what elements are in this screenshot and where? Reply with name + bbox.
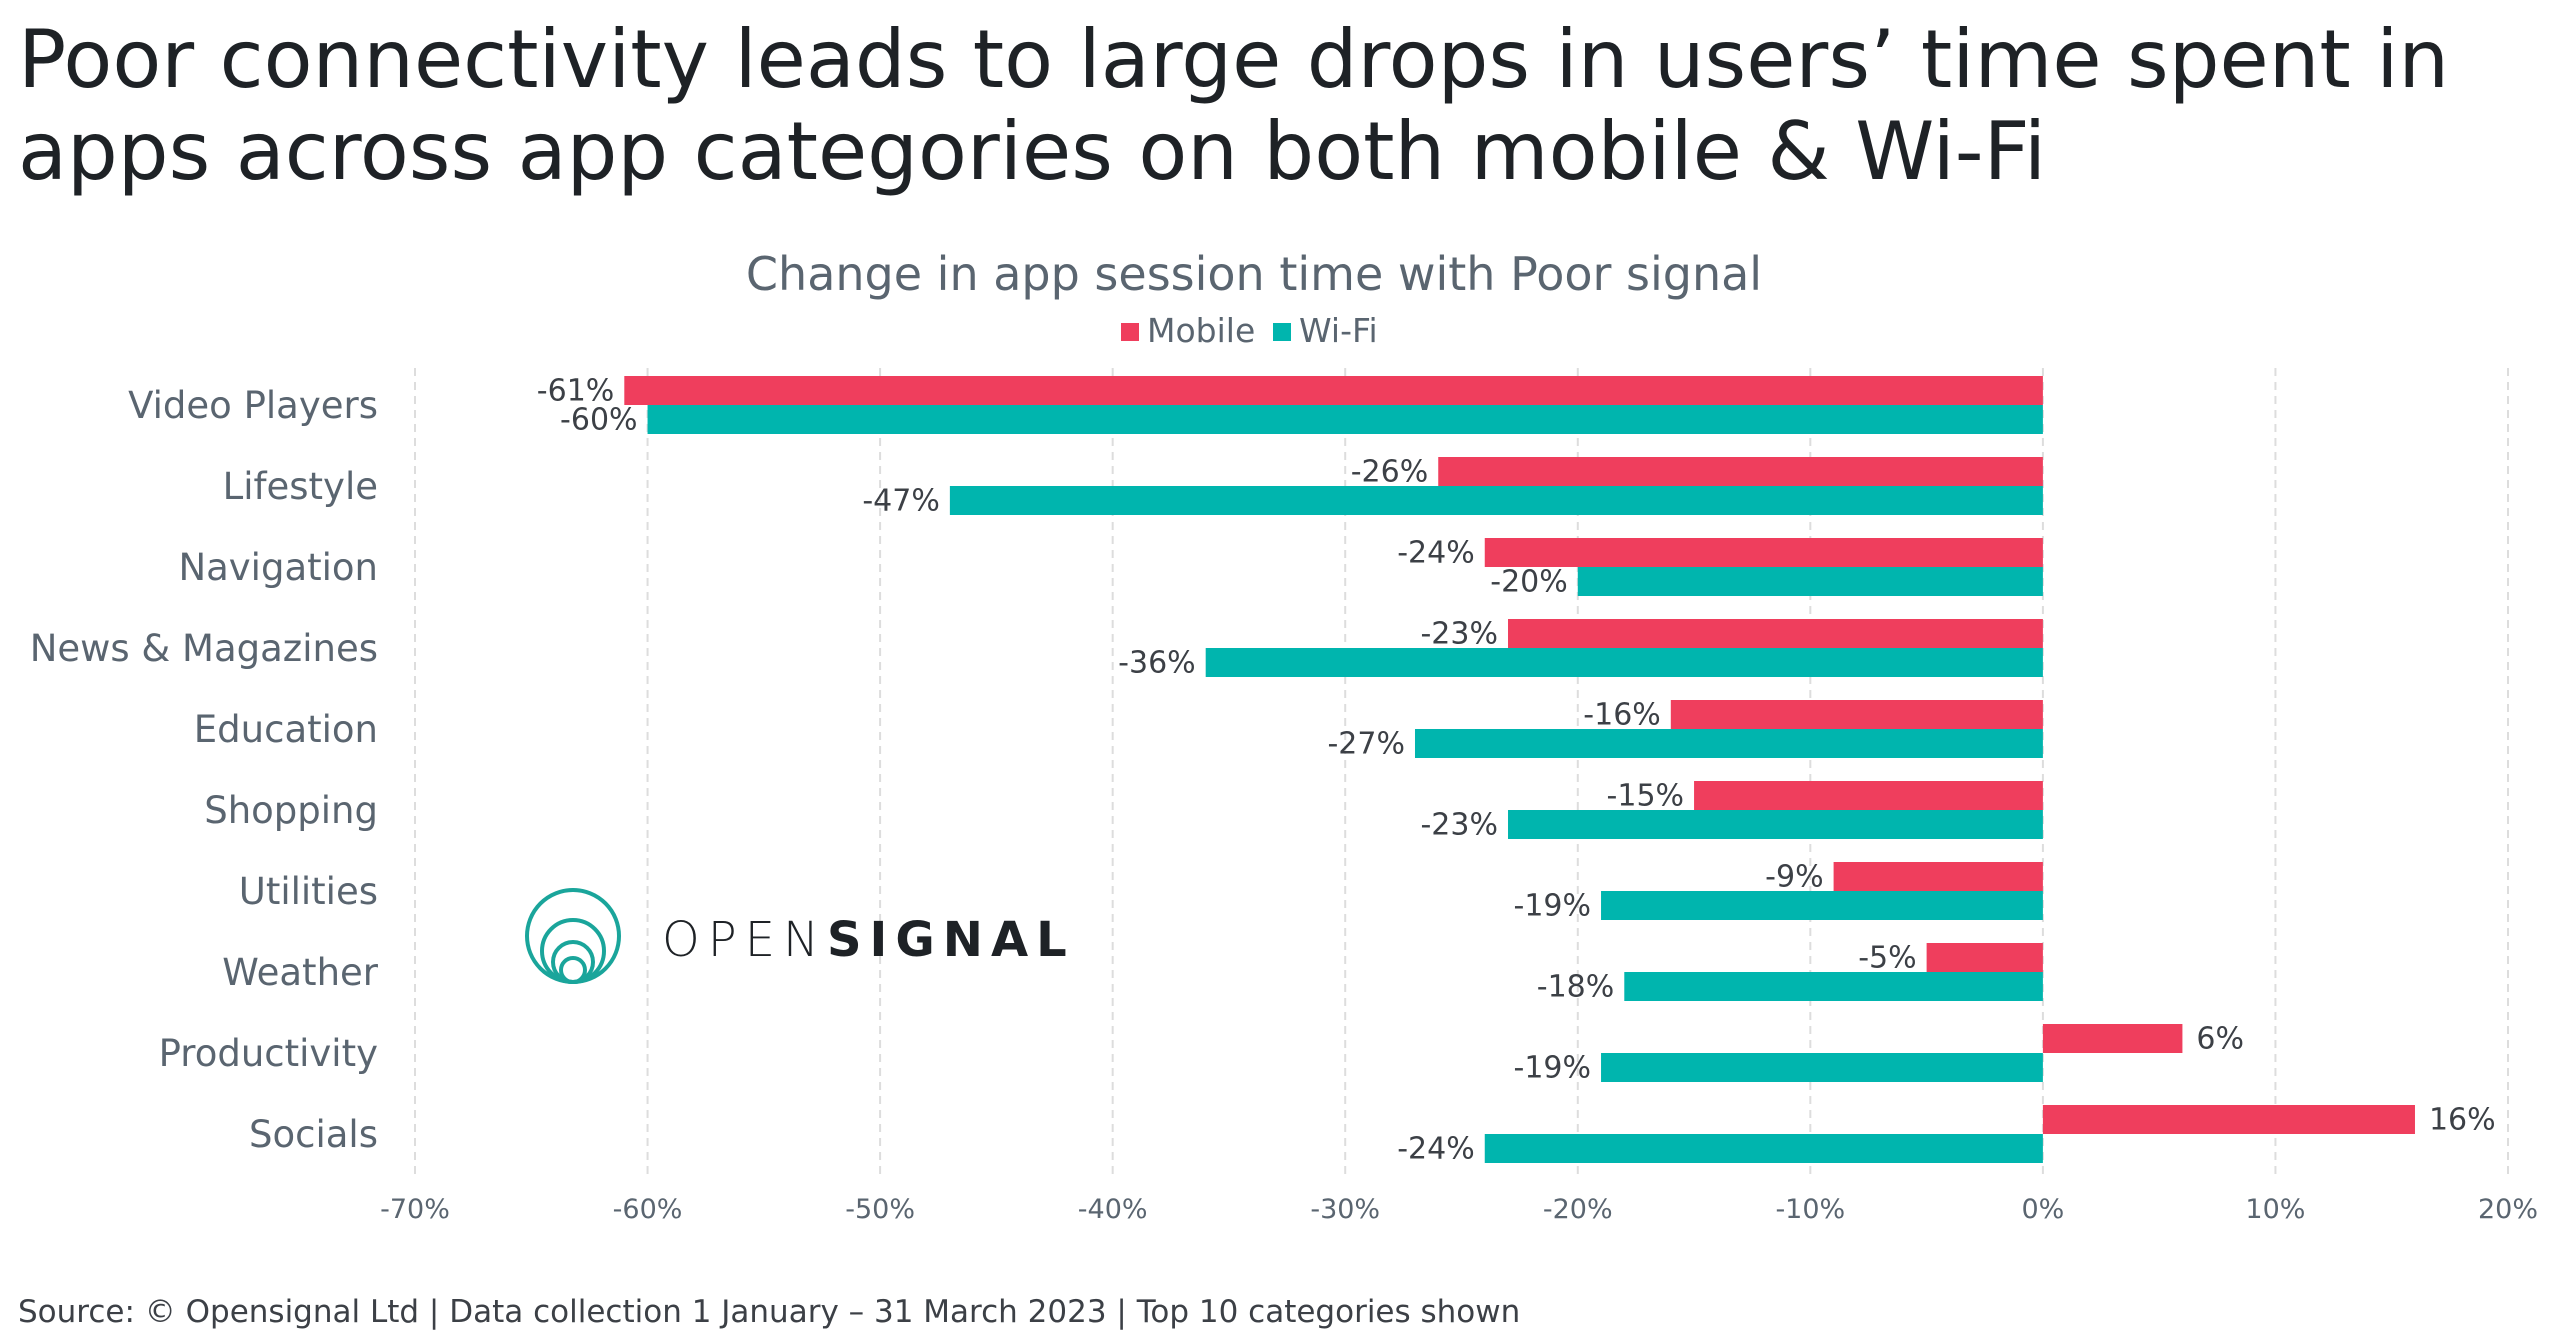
x-tick-label: 20%	[2478, 1194, 2538, 1225]
data-label: -60%	[560, 403, 638, 438]
x-tick-label: 0%	[2021, 1194, 2064, 1225]
logo-text-signal: SIGNAL	[827, 912, 1075, 968]
bar-wi-fi	[1508, 810, 2043, 839]
x-tick-label: -60%	[613, 1194, 683, 1225]
data-label: -23%	[1420, 617, 1498, 652]
bar-mobile	[1833, 862, 2043, 891]
bar-wi-fi	[1484, 1134, 2043, 1163]
legend-swatch-wi-fi	[1273, 323, 1291, 341]
x-tick-label: -70%	[380, 1194, 450, 1225]
x-tick-label: 10%	[2245, 1194, 2305, 1225]
category-label: Socials	[249, 1113, 378, 1156]
data-label: -36%	[1118, 646, 1196, 681]
legend-label: Wi-Fi	[1299, 311, 1378, 350]
data-label: 16%	[2429, 1103, 2496, 1138]
category-label: News & Magazines	[30, 627, 378, 670]
bar-wi-fi	[1601, 1053, 2043, 1082]
x-axis-tick-labels: -70% -60% -50% -40% -30% -20% -10% 0% 10% 20%	[380, 1194, 2538, 1225]
headline-line-1: Poor connectivity leads to large drops i…	[18, 13, 2450, 106]
x-tick-label: -10%	[1775, 1194, 1845, 1225]
x-tick-label: -30%	[1310, 1194, 1380, 1225]
legend-swatch-mobile	[1121, 323, 1139, 341]
bar-wi-fi	[1414, 729, 2043, 758]
category-label: Shopping	[204, 789, 378, 832]
legend-label: Mobile	[1147, 311, 1255, 350]
data-label: -20%	[1490, 565, 1568, 600]
category-label: Education	[194, 708, 378, 751]
data-label: -18%	[1537, 970, 1615, 1005]
category-label: Productivity	[159, 1032, 378, 1075]
x-tick-label: -50%	[845, 1194, 915, 1225]
data-label: -24%	[1397, 1132, 1475, 1167]
bar-wi-fi	[1601, 891, 2043, 920]
bar-mobile	[624, 376, 2043, 405]
data-label: -15%	[1607, 779, 1685, 814]
opensignal-logo-icon	[525, 888, 621, 984]
data-label: 6%	[2196, 1022, 2244, 1057]
data-label: -23%	[1420, 808, 1498, 843]
category-label: Utilities	[239, 870, 378, 913]
bars	[624, 376, 2415, 1163]
data-labels: -61%-60% -26% -47% -24% -20% -23% -36% -16% -27%…	[537, 374, 2496, 1167]
headline-line-2: apps across app categories on both mobil…	[18, 105, 2047, 198]
data-label: -61%	[537, 374, 615, 409]
category-label: Weather	[222, 951, 379, 994]
data-label: -9%	[1765, 860, 1823, 895]
x-tick-label: -20%	[1543, 1194, 1613, 1225]
data-label: -24%	[1397, 536, 1475, 571]
bar-mobile	[1484, 538, 2043, 567]
bar-mobile	[2042, 1105, 2415, 1134]
data-label: -19%	[1514, 1051, 1592, 1086]
headline: Poor connectivity leads to large drops i…	[18, 14, 2538, 198]
category-label: Lifestyle	[223, 465, 378, 508]
x-tick-label: -40%	[1078, 1194, 1148, 1225]
data-label: -19%	[1514, 889, 1592, 924]
bar-mobile	[2042, 1024, 2183, 1053]
bar-mobile	[1508, 619, 2043, 648]
data-label: -27%	[1327, 727, 1405, 762]
bar-wi-fi	[1624, 972, 2043, 1001]
source-note: Source: © Opensignal Ltd | Data collecti…	[18, 1294, 1521, 1330]
legend: Mobile Wi-Fi	[1121, 311, 1378, 350]
category-label: Video Players	[128, 384, 378, 427]
data-label: -5%	[1858, 941, 1916, 976]
bar-wi-fi	[1577, 567, 2043, 596]
chart-title: Change in app session time with Poor sig…	[746, 247, 1762, 301]
bar-wi-fi	[949, 486, 2043, 515]
data-label: -26%	[1351, 455, 1429, 490]
bar-mobile	[1438, 457, 2043, 486]
data-label: -16%	[1583, 698, 1661, 733]
category-labels: Video Players Lifestyle Navigation News & M…	[30, 384, 379, 1156]
bar-mobile	[1694, 781, 2043, 810]
svg-text:OPENSIGNAL: OPENSIGNAL	[662, 912, 1075, 968]
logo-text-open: OPEN	[662, 912, 827, 968]
category-label: Navigation	[178, 546, 378, 589]
bar-mobile	[1926, 943, 2043, 972]
opensignal-logo: OPENSIGNAL	[525, 888, 1075, 984]
bar-mobile	[1670, 700, 2043, 729]
data-label: -47%	[862, 484, 940, 519]
bar-wi-fi	[647, 405, 2043, 434]
bar-wi-fi	[1205, 648, 2043, 677]
